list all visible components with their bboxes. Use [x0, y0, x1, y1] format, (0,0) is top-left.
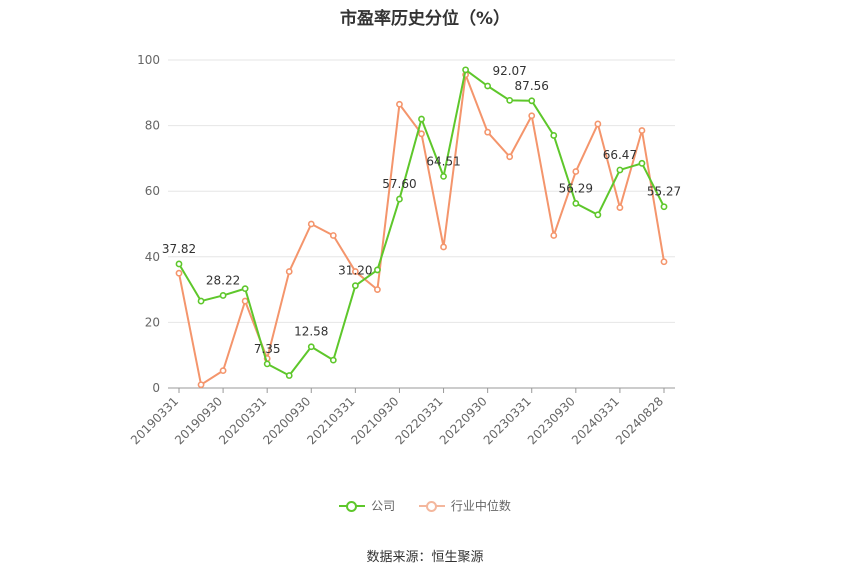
legend-item-industry[interactable]: 行业中位数 [418, 497, 511, 514]
series-0-point [329, 356, 337, 364]
legend-industry-label: 行业中位数 [450, 499, 511, 513]
data-label: 12.58 [294, 325, 328, 339]
series-0-point [285, 372, 293, 379]
series-1-point [197, 381, 205, 389]
y-tick-label: 100 [137, 53, 160, 67]
series-1-point [418, 130, 425, 138]
data-label: 31.20 [338, 264, 372, 278]
series-0-point [440, 173, 447, 180]
legend-item-company[interactable]: 公司 [339, 497, 395, 514]
data-label: 92.07 [492, 64, 526, 78]
x-tick-label: 20240828 [613, 394, 666, 447]
series-0-point [197, 297, 205, 305]
series-0-point [484, 82, 492, 90]
series-0-point [351, 282, 359, 290]
series-1-point [572, 168, 580, 175]
series-1-point [241, 297, 249, 305]
series [175, 66, 668, 389]
series-1-point [594, 120, 602, 128]
series-0-point [550, 132, 558, 139]
series-1-point [660, 258, 668, 266]
series-1-point [440, 243, 447, 251]
y-tick-label: 40 [145, 250, 160, 264]
y-tick-label: 60 [145, 184, 160, 198]
chart-title: 市盈率历史分位（%） [339, 9, 511, 29]
data-label: 55.27 [647, 185, 681, 199]
series-1-point [175, 269, 183, 277]
series-0-point [462, 66, 469, 74]
data-label: 37.82 [162, 242, 196, 256]
data-label: 87.56 [515, 79, 549, 93]
series-0-point [528, 97, 536, 105]
series-0-point [660, 203, 668, 211]
data-label: 7.35 [254, 342, 281, 356]
series-0-point [263, 360, 271, 368]
series-0-point [374, 266, 381, 274]
data-source: 数据来源：恒生聚源 [366, 550, 484, 565]
series-1-point [396, 100, 403, 108]
series-1-point [528, 112, 536, 120]
data-label: 64.51 [426, 154, 460, 168]
legend-company-label: 公司 [371, 499, 396, 513]
data-label: 28.22 [206, 273, 240, 287]
series-0-point [241, 285, 249, 293]
series-1-point [374, 286, 381, 293]
series-1-point [638, 127, 646, 134]
y-tick-label: 0 [152, 381, 160, 395]
series-1-point [285, 268, 293, 275]
series-0-point [594, 211, 602, 219]
legend-company-marker-icon [339, 499, 366, 513]
series-1-point [307, 220, 315, 228]
series-0-point [616, 166, 624, 174]
series-1-point [550, 232, 558, 239]
series-0-point [418, 115, 425, 123]
series-0-point [396, 195, 403, 203]
series-0-point [175, 260, 183, 268]
series-1-point [506, 153, 514, 161]
data-label: 57.60 [382, 177, 416, 191]
series-0-point [572, 199, 580, 207]
series-1-point [616, 204, 624, 211]
data-labels: 37.82 28.22 7.35 12.58 31.20 57.60 64.51 92.078… [162, 64, 681, 356]
series-1-point [329, 232, 337, 239]
series-1-point [351, 268, 359, 275]
data-label: 56.29 [559, 181, 593, 195]
series-1-point [219, 367, 227, 375]
y-tick-label: 20 [145, 315, 160, 329]
data-label: 66.47 [603, 148, 637, 162]
axes: 0204060801002019033120190930202003312020… [128, 53, 675, 447]
legend: 公司 行业中位数 [0, 497, 850, 516]
series-0-point [307, 343, 315, 351]
y-tick-label: 80 [145, 119, 160, 133]
grid-lines [168, 59, 675, 323]
series-1-point [484, 128, 492, 136]
series-0-point [638, 159, 646, 167]
series-0-point [506, 96, 514, 104]
series-0-point [219, 292, 227, 299]
legend-industry-marker-icon [418, 499, 445, 513]
